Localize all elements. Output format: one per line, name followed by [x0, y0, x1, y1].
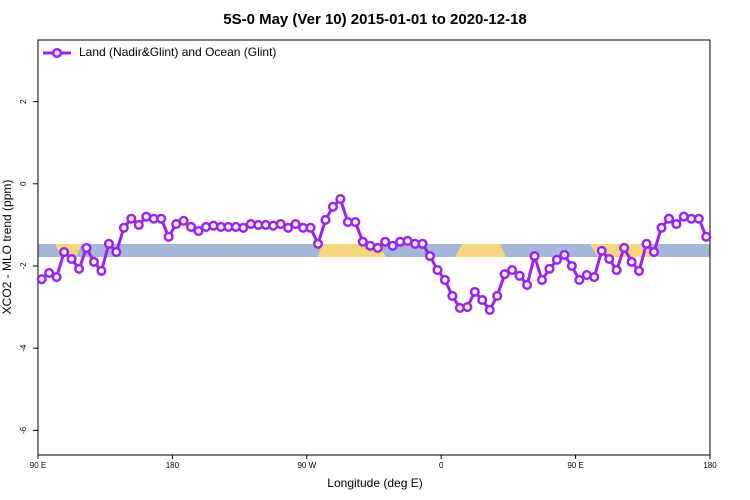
series-marker: [462, 302, 473, 313]
series-marker: [74, 263, 85, 274]
series-marker: [596, 245, 607, 256]
series-marker: [290, 219, 301, 230]
x-tick-label: 90 W: [297, 461, 316, 470]
series-marker: [514, 270, 525, 281]
y-tick-label: -4: [19, 344, 28, 352]
series-marker: [566, 260, 577, 272]
series-marker: [327, 201, 338, 212]
series-marker: [305, 222, 316, 233]
series-marker: [111, 246, 122, 258]
series-marker: [574, 274, 585, 286]
chart-title: 5S-0 May (Ver 10) 2015-01-01 to 2020-12-…: [223, 11, 527, 28]
series-marker: [372, 242, 383, 253]
series-marker: [186, 221, 197, 233]
series-marker: [589, 272, 600, 283]
series-marker: [156, 213, 167, 224]
series-marker: [424, 251, 436, 262]
series-marker: [477, 295, 488, 306]
series-marker: [499, 269, 510, 280]
series-marker: [507, 265, 518, 276]
series-marker: [36, 274, 47, 285]
series-marker: [484, 304, 495, 316]
series-marker: [66, 253, 77, 265]
plot-frame: [37, 39, 711, 456]
series-marker: [648, 246, 660, 258]
legend-label: Land (Nadir&Glint) and Ocean (Glint): [79, 45, 276, 59]
series-marker: [641, 238, 652, 249]
series-marker: [357, 236, 368, 247]
series-marker: [275, 219, 286, 230]
series-marker: [417, 238, 428, 249]
series-marker: [626, 256, 637, 267]
series-marker: [96, 265, 107, 276]
series-marker: [312, 238, 324, 249]
x-tick-label: 0: [439, 461, 444, 470]
series-marker: [619, 242, 630, 253]
series-marker: [469, 286, 480, 297]
series-marker: [663, 213, 674, 224]
series-marker: [529, 251, 540, 262]
series-marker: [126, 213, 137, 224]
series-marker: [335, 193, 346, 205]
series-marker: [656, 222, 667, 233]
y-axis-label: XCO2 - MLO trend (ppm): [0, 180, 14, 315]
series-marker: [536, 274, 548, 286]
x-tick-label: 90 E: [30, 461, 46, 470]
series-marker: [432, 265, 443, 276]
series-marker: [522, 279, 533, 290]
series-marker: [350, 216, 361, 228]
x-axis-label: Longitude (deg E): [327, 476, 422, 490]
land-patch: [455, 244, 506, 257]
series-marker: [118, 222, 129, 233]
series-marker: [544, 263, 555, 274]
series-marker: [387, 240, 398, 251]
series-marker: [178, 215, 189, 226]
y-tick-label: -6: [19, 426, 28, 434]
legend-marker: [51, 47, 63, 59]
series-marker: [81, 242, 92, 253]
series-marker: [634, 265, 645, 276]
x-tick-label: 180: [166, 461, 180, 470]
series-marker: [447, 290, 458, 302]
y-tick-label: -2: [19, 262, 28, 270]
series-marker: [439, 274, 450, 286]
y-tick-label: 0: [19, 181, 28, 186]
series-marker: [193, 226, 204, 237]
series-marker: [51, 272, 62, 283]
series-marker: [551, 254, 562, 265]
series-marker: [380, 236, 391, 247]
series-marker: [283, 222, 294, 233]
series-marker: [701, 231, 712, 242]
series-marker: [163, 231, 174, 242]
series-marker: [559, 249, 570, 260]
series-marker: [238, 222, 249, 233]
series-marker: [320, 214, 331, 226]
series-marker: [44, 267, 55, 279]
series-marker: [88, 256, 100, 267]
series-marker: [492, 290, 503, 302]
y-tick-label: 2: [19, 99, 28, 104]
series-marker: [103, 238, 114, 249]
series-marker: [671, 219, 682, 230]
series-marker: [59, 246, 70, 258]
x-tick-label: 90 E: [567, 461, 583, 470]
series-marker: [611, 265, 622, 276]
series-marker: [133, 219, 144, 230]
series-marker: [604, 253, 615, 265]
series-marker: [693, 213, 704, 224]
x-tick-label: 180: [703, 461, 717, 470]
